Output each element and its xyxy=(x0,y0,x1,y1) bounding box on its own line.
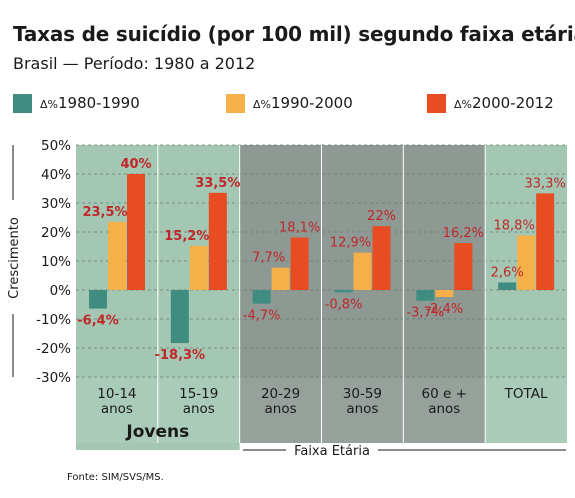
category-band xyxy=(403,377,486,443)
legend-label-series-1: Δ%1980-1990 xyxy=(40,94,140,112)
bar xyxy=(498,282,517,290)
bar-value-label: 2,6% xyxy=(491,265,524,280)
bar xyxy=(435,290,454,297)
bar xyxy=(372,226,391,290)
bar-value-label: -4,7% xyxy=(243,309,281,324)
x-tick-label: 30-59 xyxy=(343,386,382,402)
bar xyxy=(189,245,208,290)
x-tick-label: anos xyxy=(265,401,297,417)
bar-value-label: 40% xyxy=(120,157,151,172)
legend-prefix: Δ% xyxy=(253,98,271,111)
bar xyxy=(536,193,555,290)
bar xyxy=(517,235,536,290)
bar-value-label: 18,8% xyxy=(494,218,535,233)
bar-value-label: 12,9% xyxy=(330,236,371,251)
legend-label-series-2: Δ%1990-2000 xyxy=(253,94,353,112)
y-tick-label: 40% xyxy=(41,167,71,183)
chart-title: Taxas de suicídio (por 100 mil) segundo … xyxy=(13,22,575,46)
bar xyxy=(416,290,435,301)
group-label-jovens: Jovens xyxy=(125,422,189,442)
x-axis-title: Faixa Etária xyxy=(294,444,370,459)
y-tick-label: -20% xyxy=(36,341,71,357)
bar-value-label: -6,4% xyxy=(77,314,118,329)
x-tick-label: anos xyxy=(183,401,215,417)
legend-swatch-series-1 xyxy=(13,93,32,113)
legend-prefix: Δ% xyxy=(40,98,58,111)
bar-value-label: 33,3% xyxy=(525,176,566,191)
x-tick-label: 15-19 xyxy=(179,386,218,402)
bar xyxy=(252,290,271,304)
bar-value-label: 33,5% xyxy=(195,176,240,191)
x-tick-label: 10-14 xyxy=(97,386,136,402)
legend-name: 1990-2000 xyxy=(270,94,353,112)
legend-name: 2000-2012 xyxy=(471,94,554,112)
y-tick-label: 50% xyxy=(41,138,71,154)
source-note: Fonte: SIM/SVS/MS. xyxy=(67,472,164,483)
bar-value-label: 15,2% xyxy=(164,229,209,244)
legend-prefix: Δ% xyxy=(454,98,472,111)
bar-value-label: 23,5% xyxy=(82,205,127,220)
bar xyxy=(208,192,227,290)
bar-value-label: -0,8% xyxy=(325,297,363,312)
category-band xyxy=(157,377,240,443)
category-band xyxy=(76,377,158,443)
bar-value-label: 22% xyxy=(367,209,396,224)
category-band xyxy=(239,377,322,443)
bar xyxy=(353,252,372,290)
bar xyxy=(108,221,126,290)
bar-value-label: 7,7% xyxy=(252,251,285,266)
y-tick-label: 0% xyxy=(50,283,72,299)
chart-subtitle: Brasil — Período: 1980 a 2012 xyxy=(13,54,256,73)
legend-swatch-series-2 xyxy=(226,93,245,113)
legend-label-series-3: Δ%2000-2012 xyxy=(454,94,554,112)
y-tick-label: 30% xyxy=(41,196,71,212)
legend-item-series-2: Δ%1990-2000 xyxy=(226,92,353,114)
legend-item-series-3: Δ%2000-2012 xyxy=(427,92,554,114)
x-tick-label: anos xyxy=(101,401,133,417)
category-band xyxy=(321,377,404,443)
x-tick-label: anos xyxy=(428,401,460,417)
bar xyxy=(334,290,353,293)
bar-value-label: 18,1% xyxy=(279,221,320,236)
bar xyxy=(271,267,290,290)
category-band xyxy=(485,377,567,443)
bar xyxy=(127,174,145,290)
bar xyxy=(89,290,107,309)
x-tick-label: 20-29 xyxy=(261,386,300,402)
bar xyxy=(454,243,473,290)
bar-value-label: -2,4% xyxy=(425,302,463,317)
bar-value-label: -18,3% xyxy=(155,348,206,363)
x-tick-label: TOTAL xyxy=(504,386,548,402)
y-tick-label: -30% xyxy=(36,370,71,386)
x-tick-label: 60 e + xyxy=(422,386,467,402)
group-band-jovens xyxy=(76,443,240,450)
legend-swatch-series-3 xyxy=(427,93,446,113)
y-axis-title: Crescimento xyxy=(7,217,22,299)
y-tick-label: -10% xyxy=(36,312,71,328)
y-tick-label: 20% xyxy=(41,225,71,241)
legend-name: 1980-1990 xyxy=(57,94,140,112)
bar-value-label: -3,7% xyxy=(406,306,444,321)
bar-value-label: 16,2% xyxy=(443,226,484,241)
y-tick-label: 10% xyxy=(41,254,71,270)
bar xyxy=(170,290,189,344)
x-tick-label: anos xyxy=(346,401,378,417)
bar xyxy=(290,237,309,290)
legend-item-series-1: Δ%1980-1990 xyxy=(13,92,140,114)
